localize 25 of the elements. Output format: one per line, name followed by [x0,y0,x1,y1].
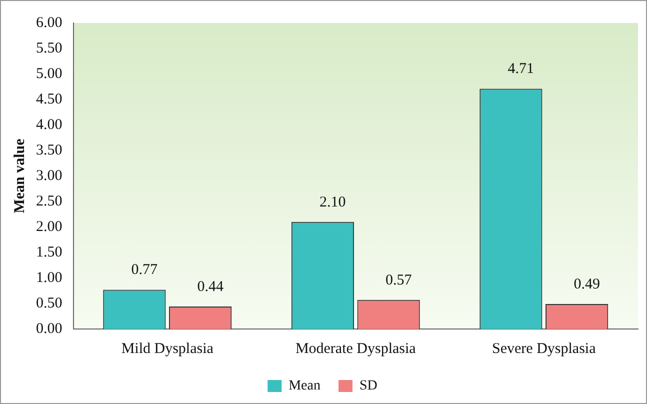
y-tick-label: 3.50 [36,142,62,158]
x-tick-label: Moderate Dysplasia [295,340,416,357]
x-tick-label: Mild Dysplasia [121,340,214,357]
y-tick-label: 6.00 [36,14,62,31]
y-tick-label: 4.50 [36,91,62,108]
y-tick-label: 5.50 [36,40,62,56]
y-axis-title: Mean value [12,138,28,214]
data-label: 0.44 [197,278,224,295]
data-label: 4.71 [508,61,534,78]
y-tick-label: 2.00 [36,218,62,235]
y-tick-label: 1.00 [36,270,62,286]
y-tick-label: 4.00 [36,116,62,133]
x-tick-label: Severe Dysplasia [492,340,596,357]
legend-label: SD [359,378,378,394]
y-tick-label: 5.00 [36,66,62,82]
legend-label: Mean [288,378,321,394]
y-tick-label: 0.50 [36,295,62,312]
data-label: 0.57 [385,272,412,288]
y-tick-label: 2.50 [36,193,62,210]
data-label: 2.10 [320,194,346,210]
data-label: 0.49 [574,276,600,292]
data-label: 0.77 [131,262,158,278]
y-tick-label: 0.00 [36,320,62,337]
y-tick-label: 3.00 [36,168,62,184]
y-tick-label: 1.50 [36,244,62,260]
